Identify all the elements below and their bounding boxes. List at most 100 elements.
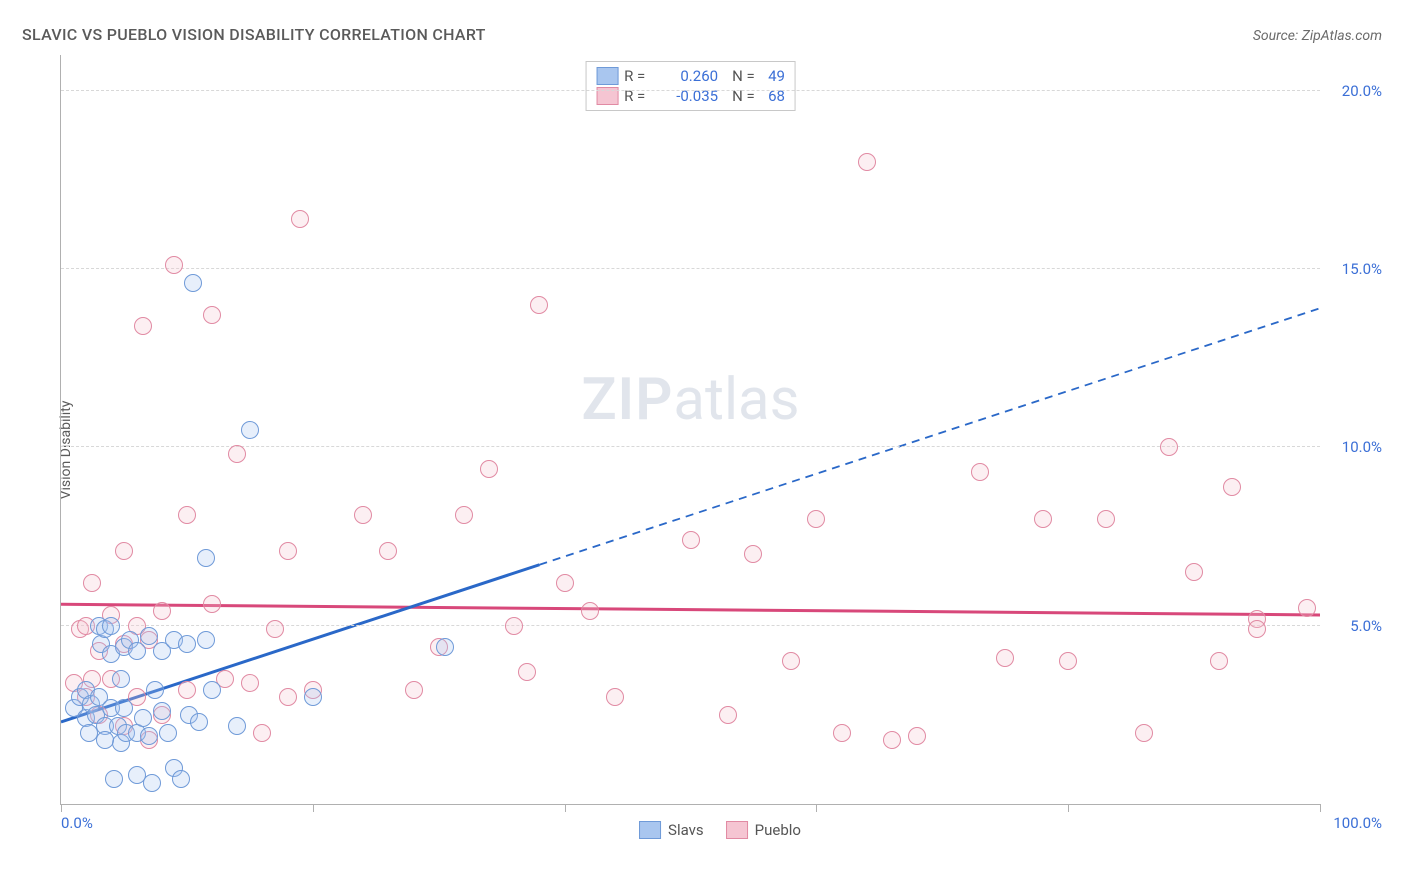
pueblo-point (455, 506, 473, 524)
pueblo-point (996, 649, 1014, 667)
x-tick (565, 804, 566, 812)
legend-item-pueblo: Pueblo (726, 821, 801, 839)
y-tick-label: 15.0% (1342, 260, 1382, 278)
slavs-point (228, 717, 246, 735)
slavs-point (241, 421, 259, 439)
x-tick-label: 0.0% (61, 814, 93, 832)
x-tick (313, 804, 314, 812)
r-label: R = (624, 67, 652, 85)
source-credit: Source: ZipAtlas.com (1253, 28, 1382, 44)
gridline (61, 90, 1320, 91)
pueblo-point (606, 688, 624, 706)
y-tick-label: 5.0% (1350, 617, 1382, 635)
legend-label-slavs: Slavs (668, 821, 704, 839)
watermark: ZIPatlas (581, 366, 799, 434)
n-label: N = (732, 67, 762, 85)
pueblo-point (253, 724, 271, 742)
pueblo-point (908, 727, 926, 745)
pueblo-point (1223, 478, 1241, 496)
swatch-slavs (639, 821, 661, 839)
pueblo-point (1298, 599, 1316, 617)
pueblo-point (1034, 510, 1052, 528)
pueblo-point (1097, 510, 1115, 528)
n-value-slavs: 49 (768, 67, 785, 85)
pueblo-point (682, 531, 700, 549)
chart-title: SLAVIC VS PUEBLO VISION DISABILITY CORRE… (22, 25, 486, 44)
x-tick (816, 804, 817, 812)
pueblo-point (1059, 652, 1077, 670)
pueblo-point (581, 602, 599, 620)
legend-item-slavs: Slavs (639, 821, 704, 839)
slavs-point (159, 724, 177, 742)
pueblo-point (228, 445, 246, 463)
x-tick (61, 804, 62, 812)
gridline (61, 625, 1320, 626)
y-tick-label: 20.0% (1342, 82, 1382, 100)
r-value-slavs: 0.260 (658, 67, 718, 85)
chart-container: SLAVIC VS PUEBLO VISION DISABILITY CORRE… (0, 0, 1406, 892)
slavs-point (80, 724, 98, 742)
slavs-point (128, 642, 146, 660)
pueblo-point (266, 620, 284, 638)
swatch-slavs (596, 67, 618, 85)
watermark-atlas: atlas (673, 366, 799, 434)
swatch-pueblo (726, 821, 748, 839)
pueblo-point (807, 510, 825, 528)
pueblo-point (1135, 724, 1153, 742)
stats-row-slavs: R = 0.260 N = 49 (596, 66, 785, 86)
pueblo-point (518, 663, 536, 681)
slavs-point (436, 638, 454, 656)
slavs-point (184, 274, 202, 292)
pueblo-point (883, 731, 901, 749)
slavs-point (197, 631, 215, 649)
pueblo-point (279, 688, 297, 706)
pueblo-point (1248, 620, 1266, 638)
slavs-point (105, 770, 123, 788)
x-tick-label: 100.0% (1333, 814, 1382, 832)
slavs-point (172, 770, 190, 788)
pueblo-point (153, 602, 171, 620)
pueblo-point (279, 542, 297, 560)
slavs-point (304, 688, 322, 706)
slavs-point (146, 681, 164, 699)
x-tick (1320, 804, 1321, 812)
pueblo-point (744, 545, 762, 563)
pueblo-point (782, 652, 800, 670)
pueblo-point (83, 574, 101, 592)
pueblo-point (178, 681, 196, 699)
slavs-point (112, 670, 130, 688)
pueblo-point (1160, 438, 1178, 456)
pueblo-point (354, 506, 372, 524)
plot-panel: Vision Disability ZIPatlas R = 0.260 N =… (50, 55, 1390, 845)
x-tick (1068, 804, 1069, 812)
pueblo-point (165, 256, 183, 274)
series-legend: Slavs Pueblo (639, 821, 801, 839)
chart-area: ZIPatlas R = 0.260 N = 49 R = -0.035 N =… (60, 55, 1320, 805)
watermark-zip: ZIP (581, 366, 673, 434)
slavs-point (143, 774, 161, 792)
slavs-point (203, 681, 221, 699)
pueblo-point (719, 706, 737, 724)
pueblo-point (241, 674, 259, 692)
trend-line-slavs-dashed (539, 308, 1320, 565)
pueblo-point (480, 460, 498, 478)
pueblo-point (203, 306, 221, 324)
pueblo-point (379, 542, 397, 560)
pueblo-point (971, 463, 989, 481)
pueblo-point (203, 595, 221, 613)
pueblo-point (833, 724, 851, 742)
pueblo-point (556, 574, 574, 592)
pueblo-point (115, 542, 133, 560)
slavs-point (134, 709, 152, 727)
pueblo-point (291, 210, 309, 228)
slavs-point (153, 702, 171, 720)
slavs-point (197, 549, 215, 567)
slavs-point (115, 699, 133, 717)
slavs-point (102, 617, 120, 635)
pueblo-point (530, 296, 548, 314)
pueblo-point (1210, 652, 1228, 670)
slavs-point (190, 713, 208, 731)
stats-legend: R = 0.260 N = 49 R = -0.035 N = 68 (585, 61, 796, 111)
pueblo-point (405, 681, 423, 699)
trend-line-pueblo (61, 604, 1320, 615)
